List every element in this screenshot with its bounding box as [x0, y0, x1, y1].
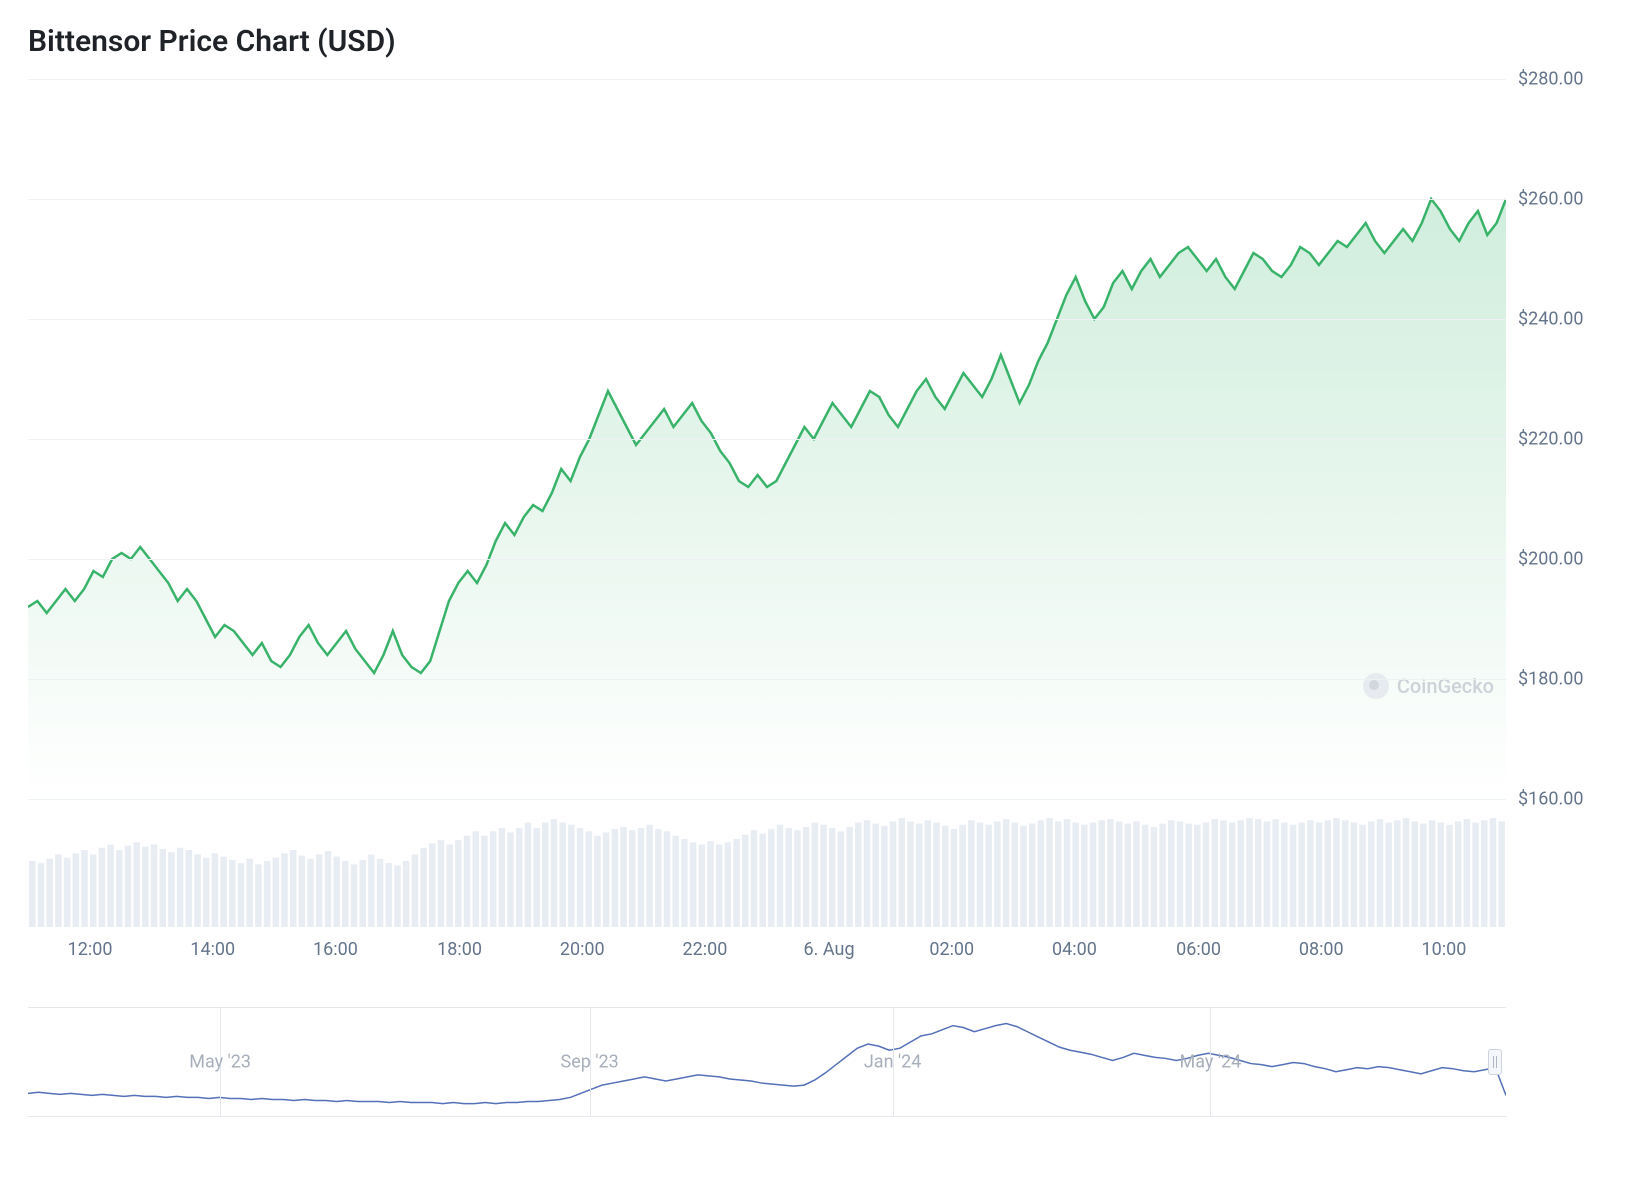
y-tick-label: $280.00 — [1518, 69, 1583, 90]
gridline — [28, 559, 1506, 560]
navigator[interactable]: May '23Sep '23Jan '24May '24 — [28, 1007, 1506, 1117]
x-axis: 12:00 14:00 16:00 18:00 20:00 22:00 6. Aug 02:0… — [28, 933, 1506, 979]
x-tick-label: 14:00 — [190, 939, 235, 960]
volume-bars-svg — [28, 817, 1506, 927]
x-tick-label: 10:00 — [1422, 939, 1467, 960]
x-tick-label: 04:00 — [1052, 939, 1097, 960]
navigator-line-svg — [28, 1008, 1506, 1116]
navigator-gridline — [893, 1008, 894, 1116]
x-tick-label: 22:00 — [683, 939, 728, 960]
main-price-chart[interactable]: CoinGecko $160.00$180.00$200.00$220.00$2… — [28, 79, 1616, 799]
x-tick-label: 12:00 — [68, 939, 113, 960]
gridline — [28, 199, 1506, 200]
y-tick-label: $200.00 — [1518, 549, 1583, 570]
y-axis: $160.00$180.00$200.00$220.00$240.00$260.… — [1506, 79, 1616, 799]
x-tick-label: 02:00 — [929, 939, 974, 960]
navigator-gridline — [1210, 1008, 1211, 1116]
x-tick-label: 16:00 — [313, 939, 358, 960]
gridline — [28, 439, 1506, 440]
x-tick-label: 6. Aug — [804, 939, 855, 960]
gridline — [28, 319, 1506, 320]
x-tick-label: 06:00 — [1176, 939, 1221, 960]
gridline — [28, 679, 1506, 680]
chart-container: CoinGecko $160.00 $180.00 $200.00 $220.00 $2… — [28, 79, 1616, 1117]
volume-chart[interactable] — [28, 817, 1506, 927]
x-tick-label: 20:00 — [560, 939, 605, 960]
y-tick-label: $240.00 — [1518, 309, 1583, 330]
navigator-gridline — [590, 1008, 591, 1116]
y-tick-label: $160.00 — [1518, 789, 1583, 810]
gridline — [28, 799, 1506, 800]
price-plot-area[interactable]: CoinGecko — [28, 79, 1506, 799]
gridline — [28, 79, 1506, 80]
y-tick-label: $260.00 — [1518, 189, 1583, 210]
navigator-gridline — [220, 1008, 221, 1116]
x-tick-label: 08:00 — [1299, 939, 1344, 960]
x-tick-label: 18:00 — [437, 939, 482, 960]
navigator-handle-right[interactable] — [1488, 1049, 1502, 1075]
y-tick-label: $180.00 — [1518, 669, 1583, 690]
chart-title: Bittensor Price Chart (USD) — [28, 24, 1616, 59]
y-tick-label: $220.00 — [1518, 429, 1583, 450]
